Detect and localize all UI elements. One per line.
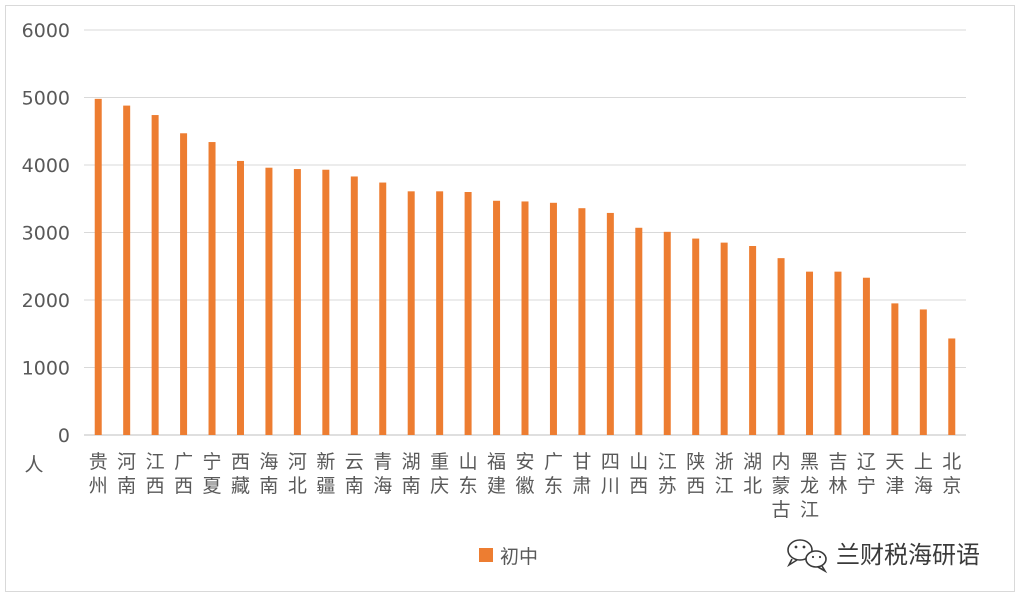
x-category-label: 西藏: [231, 451, 250, 497]
bar: [749, 246, 757, 435]
bar: [862, 277, 870, 435]
wechat-icon: [787, 539, 828, 574]
bar: [123, 105, 131, 435]
y-tick-label: 2000: [22, 290, 70, 312]
x-category-label: 北京: [942, 451, 961, 497]
x-category-label: 内蒙古: [772, 451, 791, 521]
x-category-label: 广东: [544, 451, 563, 497]
bar: [606, 212, 614, 435]
y-tick-label: 5000: [22, 88, 70, 110]
x-category-label: 云南: [345, 451, 364, 497]
bar: [379, 182, 387, 435]
bar: [350, 176, 358, 435]
y-axis-ticks: 0 1000 2000 3000 4000 5000 6000: [22, 20, 70, 447]
watermark: 兰财税海研语: [787, 539, 980, 574]
bar: [464, 192, 472, 435]
y-tick-label: 6000: [22, 20, 70, 42]
bars: [94, 98, 956, 436]
legend-label: 初中: [500, 546, 538, 568]
bar: [663, 231, 671, 435]
y-tick-label: 4000: [22, 155, 70, 177]
x-category-label: 河南: [117, 451, 136, 497]
x-category-label: 黑龙江: [800, 451, 819, 521]
bar: [834, 271, 842, 435]
legend: 初中: [479, 546, 538, 568]
y-tick-label: 3000: [22, 223, 70, 245]
x-category-label: 上海: [914, 451, 933, 497]
bar: [493, 200, 501, 435]
x-category-label: 湖北: [743, 451, 762, 497]
legend-swatch: [479, 548, 493, 562]
x-category-label: 安徽: [515, 451, 534, 497]
bar: [806, 271, 814, 435]
bar: [208, 142, 216, 436]
x-category-label: 江苏: [658, 451, 677, 497]
bar: [692, 238, 700, 435]
bar: [777, 258, 785, 435]
x-category-label: 福建: [487, 451, 506, 497]
x-category-label: 辽宁: [857, 451, 876, 497]
x-category-label: 山西: [629, 451, 648, 497]
x-category-label: 甘肃: [572, 451, 591, 497]
x-category-label: 陕西: [686, 451, 705, 497]
bar: [407, 191, 415, 435]
bar: [322, 169, 330, 435]
x-category-label: 河北: [288, 451, 307, 497]
x-category-label: 天津: [885, 451, 904, 497]
x-axis-categories: 贵州河南江西广西宁夏西藏海南河北新疆云南青海湖南重庆山东福建安徽广东甘肃四川山西…: [89, 451, 962, 521]
bar: [720, 242, 728, 435]
bar: [919, 309, 927, 435]
y-tick-label: 1000: [22, 358, 70, 380]
x-category-label: 广西: [174, 451, 193, 497]
watermark-text: 兰财税海研语: [836, 541, 980, 569]
y-axis-unit-label: 人: [24, 454, 43, 476]
x-category-label: 青海: [373, 451, 392, 497]
x-category-label: 江西: [146, 451, 165, 497]
x-category-label: 吉林: [828, 451, 847, 497]
x-category-label: 重庆: [430, 451, 449, 497]
x-category-label: 宁夏: [203, 451, 222, 497]
bar: [549, 202, 557, 435]
bar: [151, 115, 159, 436]
bar: [265, 167, 273, 435]
x-category-label: 山东: [459, 451, 478, 497]
bar: [436, 191, 444, 435]
x-category-label: 四川: [601, 451, 620, 497]
bar: [94, 98, 102, 435]
x-category-label: 浙江: [715, 451, 734, 497]
bar: [948, 338, 956, 435]
bar: [635, 227, 643, 435]
x-category-label: 海南: [259, 451, 278, 497]
bar: [180, 133, 188, 435]
bar: [891, 303, 899, 435]
x-category-label: 新疆: [316, 451, 335, 497]
bar: [293, 169, 301, 436]
chart-frame: [5, 5, 1015, 592]
bar: [578, 208, 586, 435]
x-category-label: 贵州: [89, 451, 108, 497]
y-tick-label: 0: [58, 425, 70, 447]
x-category-label: 湖南: [402, 451, 421, 497]
bar: [236, 160, 244, 435]
bar: [521, 201, 529, 435]
gridlines: [84, 29, 966, 436]
